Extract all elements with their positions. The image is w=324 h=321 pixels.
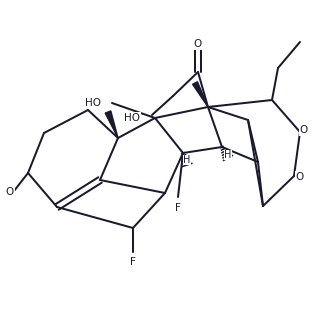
Text: HO: HO [85,98,101,108]
Text: F: F [130,257,136,267]
Text: O: O [6,187,14,197]
Text: O: O [194,39,202,49]
Polygon shape [192,82,208,107]
Text: F: F [175,203,181,213]
Text: H: H [224,150,232,160]
Text: HO: HO [124,113,140,123]
Text: H: H [183,155,191,165]
Polygon shape [105,111,118,138]
Text: O: O [296,172,304,182]
Text: O: O [300,125,308,135]
